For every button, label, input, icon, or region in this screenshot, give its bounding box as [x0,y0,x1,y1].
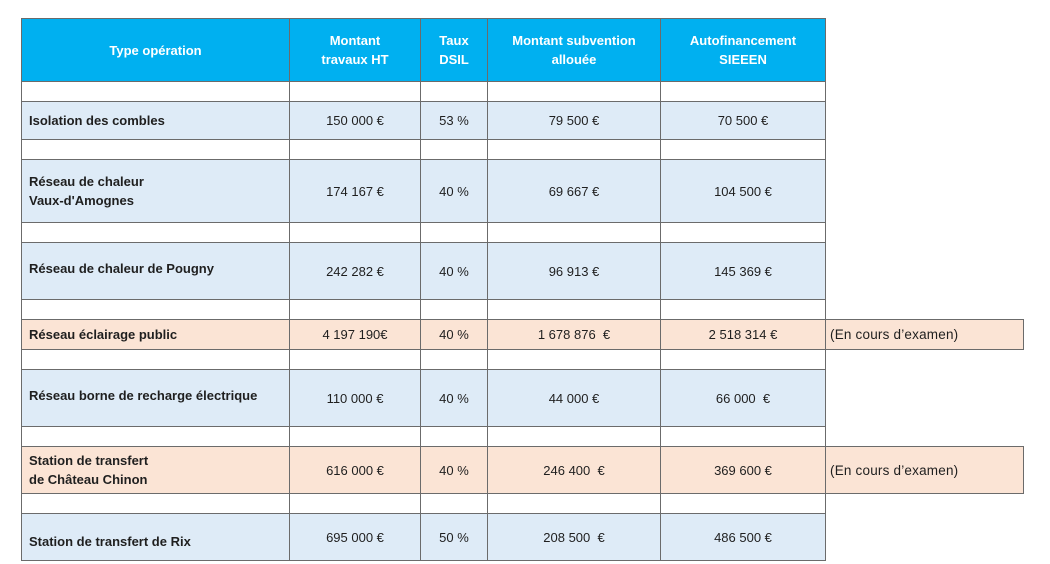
table-row: Réseau borne de recharge électrique 110 … [21,369,1029,427]
montant-value: 616 000 € [289,446,421,494]
montant-value: 110 000 € [289,369,421,427]
status-note: (En cours d’examen) [825,319,1024,350]
montant-value: 174 167 € [289,159,421,223]
table-header-row: Type opération Montant travaux HT Taux DSI… [21,18,1029,82]
spacer-row [21,222,1029,243]
subvention-value: 208 500 € [487,513,661,561]
header-taux-dsil: Taux DSIL [420,18,488,82]
subvention-value: 246 400 € [487,446,661,494]
header-type-operation: Type opération [21,18,290,82]
operation-name: Réseau borne de recharge électrique [21,369,290,427]
subvention-value: 79 500 € [487,101,661,140]
taux-value: 40 % [420,319,488,350]
montant-value: 4 197 190€ [289,319,421,350]
autofinancement-value: 70 500 € [660,101,826,140]
taux-value: 40 % [420,159,488,223]
subvention-value: 69 667 € [487,159,661,223]
header-montant-travaux: Montant travaux HT [289,18,421,82]
table-row: Réseau de chaleur de Pougny 242 282 € 40… [21,242,1029,300]
montant-value: 150 000 € [289,101,421,140]
autofinancement-value: 369 600 € [660,446,826,494]
autofinancement-value: 104 500 € [660,159,826,223]
subvention-value: 44 000 € [487,369,661,427]
table-row: Réseau éclairage public 4 197 190€ 40 % … [21,319,1029,350]
operation-name: Station de transfert de Château Chinon [21,446,290,494]
operation-name: Isolation des combles [21,101,290,140]
montant-value: 242 282 € [289,242,421,300]
table-row: Isolation des combles 150 000 € 53 % 79 … [21,101,1029,140]
taux-value: 40 % [420,242,488,300]
spacer-row [21,426,1029,447]
taux-value: 40 % [420,446,488,494]
table-row: Station de transfert de Château Chinon 61… [21,446,1029,494]
subvention-value: 96 913 € [487,242,661,300]
taux-value: 40 % [420,369,488,427]
table-row: Station de transfert de Rix 695 000 € 50… [21,513,1029,561]
spacer-row [21,139,1029,160]
spacer-row [21,493,1029,514]
operation-name: Réseau de chaleur de Pougny [21,242,290,300]
autofinancement-value: 2 518 314 € [660,319,826,350]
operation-name: Réseau de chaleur Vaux-d'Amognes [21,159,290,223]
montant-value: 695 000 € [289,513,421,561]
taux-value: 53 % [420,101,488,140]
spacer-row [21,299,1029,320]
header-autofinancement: Autofinancement SIEEEN [660,18,826,82]
spacer-row [21,81,1029,102]
operations-table: Type opération Montant travaux HT Taux DSI… [21,18,1029,561]
taux-value: 50 % [420,513,488,561]
header-montant-subvention: Montant subvention allouée [487,18,661,82]
autofinancement-value: 145 369 € [660,242,826,300]
autofinancement-value: 486 500 € [660,513,826,561]
subvention-value: 1 678 876 € [487,319,661,350]
operation-name: Station de transfert de Rix [21,513,290,561]
spacer-row [21,349,1029,370]
autofinancement-value: 66 000 € [660,369,826,427]
operation-name: Réseau éclairage public [21,319,290,350]
status-note: (En cours d’examen) [825,446,1024,494]
table-row: Réseau de chaleur Vaux-d'Amognes 174 167 … [21,159,1029,223]
